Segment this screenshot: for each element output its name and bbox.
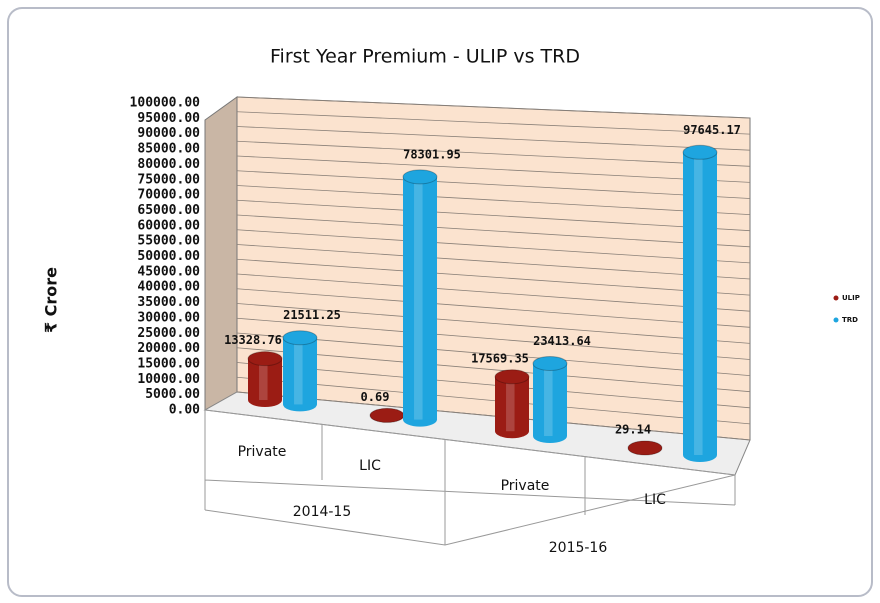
y-tick-label: 40000.00 bbox=[137, 280, 200, 295]
y-tick-label: 90000.00 bbox=[137, 126, 200, 141]
grid-line bbox=[236, 288, 751, 328]
y-tick-label: 75000.00 bbox=[137, 172, 200, 187]
data-label: 21511.25 bbox=[283, 308, 341, 322]
legend-swatch bbox=[833, 317, 839, 323]
cylinder bbox=[402, 169, 438, 427]
y-tick-label: 80000.00 bbox=[137, 157, 200, 172]
grid-line bbox=[236, 229, 751, 264]
group-label: 2014-15 bbox=[293, 504, 352, 520]
grid-line bbox=[236, 140, 751, 167]
y-tick-label: 25000.00 bbox=[137, 326, 200, 341]
grid-line bbox=[236, 214, 751, 248]
data-label: 13328.76 bbox=[224, 333, 282, 347]
x-tick-label: Private bbox=[501, 478, 550, 494]
grid-line bbox=[236, 376, 751, 425]
cylinder bbox=[682, 144, 718, 462]
y-tick-label: 10000.00 bbox=[137, 372, 200, 387]
data-label: 0.69 bbox=[361, 390, 390, 404]
data-label: 17569.35 bbox=[471, 351, 529, 365]
y-tick-label: 65000.00 bbox=[137, 203, 200, 218]
data-label: 97645.17 bbox=[683, 123, 741, 137]
x-tick-label: LIC bbox=[644, 492, 666, 508]
legend-label: TRD bbox=[842, 316, 858, 324]
data-label: 23413.64 bbox=[533, 334, 591, 348]
grid-line bbox=[236, 332, 751, 376]
grid-line bbox=[236, 273, 751, 312]
cylinder bbox=[282, 330, 318, 412]
y-axis-label: ₹ Crore bbox=[42, 267, 61, 333]
chart-title: First Year Premium - ULIP vs TRD bbox=[270, 46, 580, 68]
cylinder bbox=[627, 440, 663, 456]
grid-line bbox=[236, 185, 751, 215]
y-tick-label: 85000.00 bbox=[137, 142, 200, 157]
data-label: 78301.95 bbox=[403, 147, 461, 161]
grid-line bbox=[236, 362, 751, 409]
data-label: 29.14 bbox=[615, 422, 651, 436]
category-dividers bbox=[204, 409, 736, 546]
y-tick-label: 45000.00 bbox=[137, 264, 200, 279]
y-tick-label: 70000.00 bbox=[137, 188, 200, 203]
grid-line bbox=[236, 347, 751, 393]
grid-line bbox=[236, 96, 751, 119]
grid-line bbox=[236, 111, 751, 135]
grid-line bbox=[236, 244, 751, 280]
y-tick-label: 55000.00 bbox=[137, 234, 200, 249]
grid-line bbox=[236, 258, 751, 296]
x-tick-label: Private bbox=[238, 444, 287, 460]
cylinder bbox=[532, 355, 568, 444]
y-tick-label: 15000.00 bbox=[137, 356, 200, 371]
y-tick-label: 5000.00 bbox=[145, 387, 200, 402]
y-tick-label: 20000.00 bbox=[137, 341, 200, 356]
y-tick-label: 30000.00 bbox=[137, 310, 200, 325]
legend-label: ULIP bbox=[842, 294, 860, 302]
grid-line bbox=[236, 317, 751, 360]
grid-line bbox=[236, 155, 751, 183]
x-tick-label: LIC bbox=[359, 458, 381, 474]
cylinder bbox=[247, 351, 283, 407]
grid-line bbox=[236, 170, 751, 199]
grid-line bbox=[236, 391, 751, 441]
grid-line bbox=[236, 303, 751, 344]
grid-line bbox=[236, 126, 751, 151]
grid-line bbox=[236, 199, 751, 232]
group-label: 2015-16 bbox=[549, 540, 608, 556]
y-tick-label: 60000.00 bbox=[137, 218, 200, 233]
cylinder bbox=[494, 369, 530, 439]
legend-swatch bbox=[833, 295, 839, 301]
y-tick-label: 95000.00 bbox=[137, 111, 200, 126]
side-wall bbox=[204, 96, 238, 411]
y-tick-label: 0.00 bbox=[169, 403, 200, 418]
y-tick-label: 35000.00 bbox=[137, 295, 200, 310]
y-tick-label: 50000.00 bbox=[137, 249, 200, 264]
y-tick-label: 100000.00 bbox=[130, 96, 201, 111]
cylinder bbox=[369, 407, 405, 423]
